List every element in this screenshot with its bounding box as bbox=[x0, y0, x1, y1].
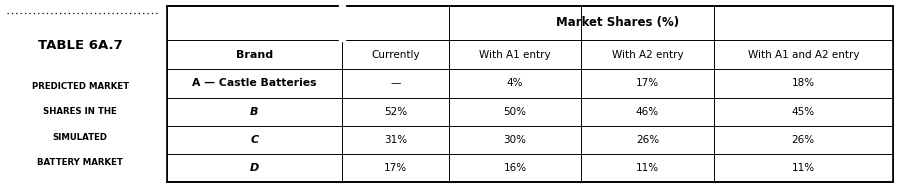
Text: Currently: Currently bbox=[371, 50, 419, 60]
Text: TABLE 6A.7: TABLE 6A.7 bbox=[38, 39, 123, 52]
Text: Brand: Brand bbox=[235, 50, 273, 60]
Text: 26%: 26% bbox=[636, 135, 659, 145]
Text: 26%: 26% bbox=[792, 135, 815, 145]
FancyBboxPatch shape bbox=[167, 6, 893, 182]
Text: With A1 entry: With A1 entry bbox=[479, 50, 551, 60]
Text: Market Shares (%): Market Shares (%) bbox=[556, 16, 679, 29]
Text: 17%: 17% bbox=[636, 78, 659, 88]
Text: D: D bbox=[250, 163, 259, 173]
Polygon shape bbox=[339, 5, 345, 41]
Text: 16%: 16% bbox=[503, 163, 527, 173]
Text: BATTERY MARKET: BATTERY MARKET bbox=[37, 158, 123, 167]
Text: 17%: 17% bbox=[384, 163, 407, 173]
Text: 50%: 50% bbox=[503, 107, 527, 117]
Text: 18%: 18% bbox=[792, 78, 815, 88]
Text: 4%: 4% bbox=[507, 78, 523, 88]
Text: With A1 and A2 entry: With A1 and A2 entry bbox=[748, 50, 859, 60]
Text: 11%: 11% bbox=[792, 163, 815, 173]
Text: C: C bbox=[251, 135, 259, 145]
Text: A — Castle Batteries: A — Castle Batteries bbox=[192, 78, 317, 88]
Text: 45%: 45% bbox=[792, 107, 815, 117]
Text: PREDICTED MARKET: PREDICTED MARKET bbox=[32, 82, 129, 91]
Text: —: — bbox=[391, 78, 400, 88]
Text: SIMULATED: SIMULATED bbox=[52, 133, 107, 142]
Text: 11%: 11% bbox=[636, 163, 659, 173]
Text: 30%: 30% bbox=[503, 135, 527, 145]
Text: SHARES IN THE: SHARES IN THE bbox=[43, 107, 117, 116]
Text: B: B bbox=[250, 107, 259, 117]
Text: 46%: 46% bbox=[636, 107, 659, 117]
Text: 31%: 31% bbox=[384, 135, 407, 145]
Text: With A2 entry: With A2 entry bbox=[612, 50, 683, 60]
Text: 52%: 52% bbox=[384, 107, 407, 117]
